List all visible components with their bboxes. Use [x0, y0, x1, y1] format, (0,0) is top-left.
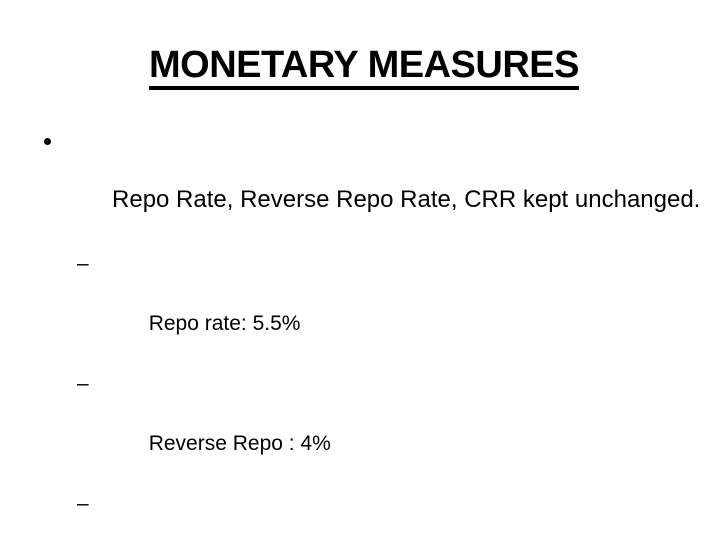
slide-title-text: MONETARY MEASURES — [149, 44, 579, 90]
bullet-text: Repo Rate, Reverse Repo Rate, CRR kept u… — [112, 186, 701, 213]
slide-body: Repo Rate, Reverse Repo Rate, CRR kept u… — [0, 125, 728, 546]
dash-bullet-icon: – — [77, 372, 89, 395]
bullet-item: Repo Rate, Reverse Repo Rate, CRR kept u… — [0, 125, 728, 245]
sub-bullet-group: – Repo rate: 5.5% – Reverse Repo : 4% – … — [0, 249, 728, 546]
sub-bullet-item: – CRR: 5% — [0, 489, 728, 546]
slide-title: MONETARY MEASURES — [0, 42, 728, 90]
bullet-dot-icon — [44, 138, 51, 145]
sub-bullet-item: – Reverse Repo : 4% — [0, 369, 728, 489]
dash-bullet-icon: – — [77, 492, 89, 515]
sub-bullet-item: – Repo rate: 5.5% — [0, 249, 728, 369]
sub-bullet-text: Repo rate: 5.5% — [148, 312, 301, 335]
dash-bullet-icon: – — [77, 252, 89, 275]
sub-bullet-text: Reverse Repo : 4% — [148, 432, 331, 455]
